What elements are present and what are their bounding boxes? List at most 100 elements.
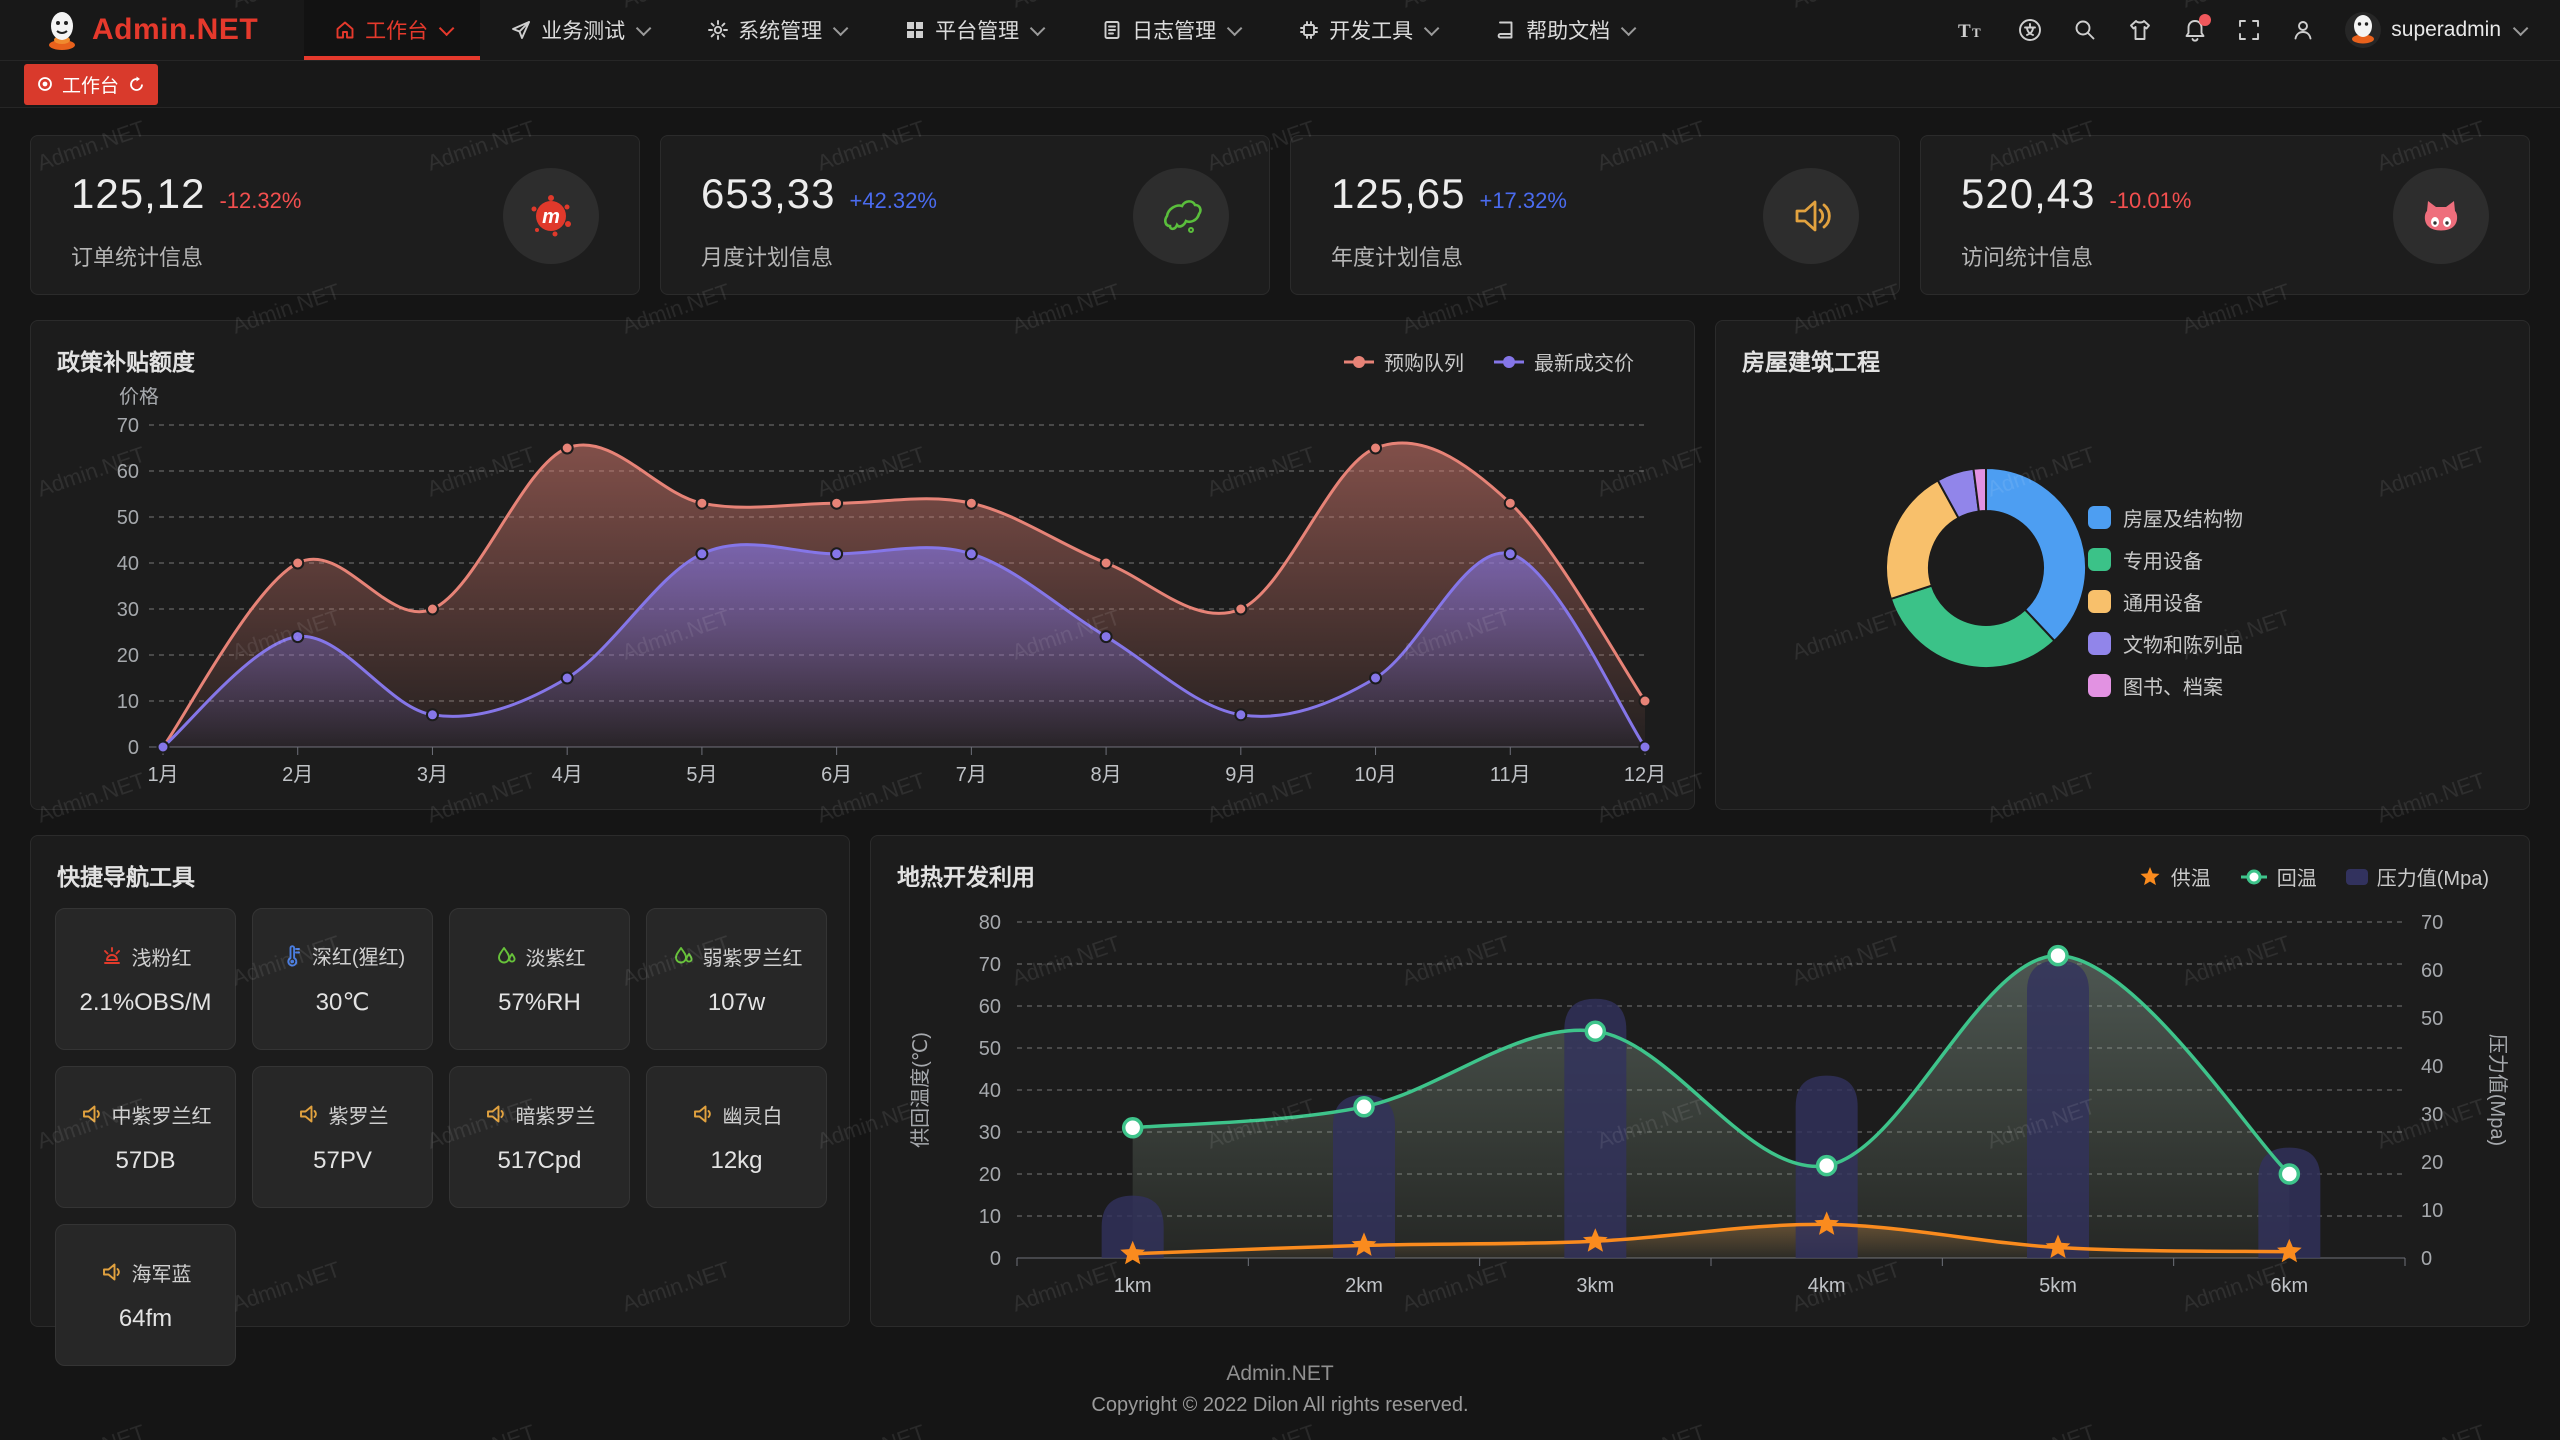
- theme-icon[interactable]: [2127, 18, 2153, 42]
- watermark-text: Admin.NET: [34, 1419, 149, 1440]
- tool-name: 幽灵白: [722, 1105, 783, 1128]
- svg-text:6km: 6km: [2270, 1275, 2308, 1297]
- tab-workbench[interactable]: 工作台: [24, 63, 159, 105]
- svg-text:压力值(Mpa): 压力值(Mpa): [2486, 1034, 2509, 1146]
- search-icon[interactable]: [2073, 18, 2097, 42]
- alarm-icon: [100, 944, 124, 968]
- svg-text:供回温度(℃): 供回温度(℃): [909, 1032, 932, 1148]
- stat-delta: +17.32%: [1479, 188, 1567, 213]
- cat-icon: [2393, 168, 2489, 264]
- svg-text:60: 60: [2421, 960, 2443, 982]
- legend-item-2[interactable]: 最新成交价: [1492, 347, 1634, 376]
- legend-label: 最新成交价: [1534, 353, 1634, 375]
- svg-text:30: 30: [979, 1122, 1001, 1144]
- notification-badge: [2199, 13, 2212, 26]
- nav-item-7[interactable]: 帮助文档: [1465, 0, 1662, 60]
- nav-item-2[interactable]: 业务测试: [480, 0, 677, 60]
- svg-text:0: 0: [2421, 1248, 2432, 1270]
- svg-text:10: 10: [117, 691, 139, 713]
- svg-text:50: 50: [979, 1038, 1001, 1060]
- chevron-down-icon: [1424, 20, 1440, 36]
- nav-item-label: 业务测试: [541, 20, 626, 43]
- refresh-icon[interactable]: [128, 76, 145, 93]
- donut-chart: [1716, 321, 2531, 811]
- tool-card-9[interactable]: 海军蓝 64fm: [55, 1224, 236, 1366]
- legend-swatch: [2088, 632, 2111, 655]
- svg-text:20: 20: [979, 1164, 1001, 1186]
- watermark-text: Admin.NET: [1594, 1419, 1709, 1440]
- legend-swatch: [2088, 548, 2111, 571]
- legend-label: 预购队列: [1384, 353, 1464, 375]
- legend-line-icon: [1494, 355, 1524, 368]
- legend-item-1[interactable]: 预购队列: [1342, 347, 1464, 376]
- geo-chart: 0 10 20 30 40 50 60 70 80 0 10 20 30 40 50 60 70 供回温度(℃) 压…: [889, 888, 2511, 1320]
- svg-text:0: 0: [990, 1248, 1001, 1270]
- svg-text:50: 50: [117, 507, 139, 529]
- area-chart-title: 政策补贴额度: [57, 349, 195, 375]
- tool-card-7[interactable]: 暗紫罗兰 517Cpd: [449, 1066, 630, 1208]
- user-icon[interactable]: [2291, 18, 2315, 42]
- tool-card-5[interactable]: 中紫罗兰红 57DB: [55, 1066, 236, 1208]
- chevron-down-icon: [1030, 20, 1046, 36]
- language-icon[interactable]: [2017, 17, 2043, 43]
- tool-card-1[interactable]: 浅粉红 2.1%OBS/M: [55, 908, 236, 1050]
- svg-text:2月: 2月: [282, 764, 313, 786]
- stat-label: 月度计划信息: [701, 245, 834, 270]
- chevron-down-icon: [2512, 20, 2529, 36]
- svg-text:70: 70: [117, 415, 139, 437]
- tool-value: 107w: [707, 988, 766, 1016]
- tool-name: 浅粉红: [131, 947, 192, 970]
- donut-legend-item-5[interactable]: 图书、档案: [2088, 671, 2243, 700]
- geo-legend-item-2[interactable]: 回温: [2239, 862, 2317, 891]
- brand-logo[interactable]: Admin.NET: [0, 10, 304, 50]
- geothermal-panel: 地热开发利用 供温 回温 压力值(Mpa) 0 10 20 30 40 50 60 70 80 0 10…: [870, 835, 2530, 1327]
- legend-label: 房屋及结构物: [2123, 509, 2243, 531]
- stat-value: 125,12: [71, 170, 206, 217]
- mascot-logo-icon: [44, 10, 80, 50]
- svg-text:8月: 8月: [1091, 764, 1122, 786]
- area-chart: 0 10 20 30 40 50 60 70 价格 1月 2月 3月 4月 5月 6月 7月 8月 9月 10月 11…: [55, 387, 1672, 795]
- bell-icon[interactable]: [2183, 13, 2212, 43]
- stat-card-1: 125,12 -12.32% 订单统计信息 m: [30, 135, 640, 295]
- horn-icon: [484, 1102, 508, 1126]
- drop-icon: [671, 944, 695, 968]
- tool-card-4[interactable]: 弱紫罗兰红 107w: [646, 908, 827, 1050]
- svg-text:0: 0: [128, 737, 139, 759]
- donut-legend-item-4[interactable]: 文物和陈列品: [2088, 629, 2243, 658]
- nav-item-label: 平台管理: [935, 20, 1020, 43]
- svg-text:2km: 2km: [1345, 1275, 1383, 1297]
- tool-name: 弱紫罗兰红: [702, 947, 803, 970]
- donut-legend-item-1[interactable]: 房屋及结构物: [2088, 503, 2243, 532]
- watermark-text: Admin.NET: [814, 1419, 929, 1440]
- tool-value: 64fm: [118, 1304, 173, 1332]
- tool-card-3[interactable]: 淡紫红 57%RH: [449, 908, 630, 1050]
- avatar: [2345, 12, 2382, 48]
- tool-card-6[interactable]: 紫罗兰 57PV: [252, 1066, 433, 1208]
- fullscreen-icon[interactable]: [2237, 18, 2261, 42]
- geo-legend-item-1[interactable]: 供温: [2137, 862, 2211, 891]
- nav-item-3[interactable]: 系统管理: [677, 0, 874, 60]
- user-dropdown[interactable]: superadmin: [2345, 12, 2529, 48]
- tool-card-2[interactable]: 深红(猩红) 30℃: [252, 908, 433, 1050]
- tool-card-8[interactable]: 幽灵白 12kg: [646, 1066, 827, 1208]
- donut-legend-item-2[interactable]: 专用设备: [2088, 545, 2243, 574]
- brand-name: Admin.NET: [92, 13, 259, 46]
- stat-label: 访问统计信息: [1961, 245, 2094, 270]
- svg-text:80: 80: [979, 912, 1001, 934]
- svg-text:m: m: [542, 206, 560, 228]
- svg-text:12月: 12月: [1624, 764, 1666, 786]
- nav-item-1[interactable]: 工作台: [304, 0, 481, 60]
- nav-item-5[interactable]: 日志管理: [1071, 0, 1268, 60]
- nav-item-4[interactable]: 平台管理: [874, 0, 1071, 60]
- nav-item-6[interactable]: 开发工具: [1268, 0, 1465, 60]
- svg-text:20: 20: [2421, 1152, 2443, 1174]
- geo-legend-item-3[interactable]: 压力值(Mpa): [2345, 862, 2489, 891]
- watermark-text: Admin.NET: [1204, 1419, 1319, 1440]
- tool-value: 517Cpd: [497, 1146, 582, 1174]
- svg-text:价格: 价格: [119, 387, 159, 408]
- chevron-down-icon: [1621, 20, 1637, 36]
- footer-brand: Admin.NET: [1226, 1362, 1334, 1385]
- donut-legend-item-3[interactable]: 通用设备: [2088, 587, 2243, 616]
